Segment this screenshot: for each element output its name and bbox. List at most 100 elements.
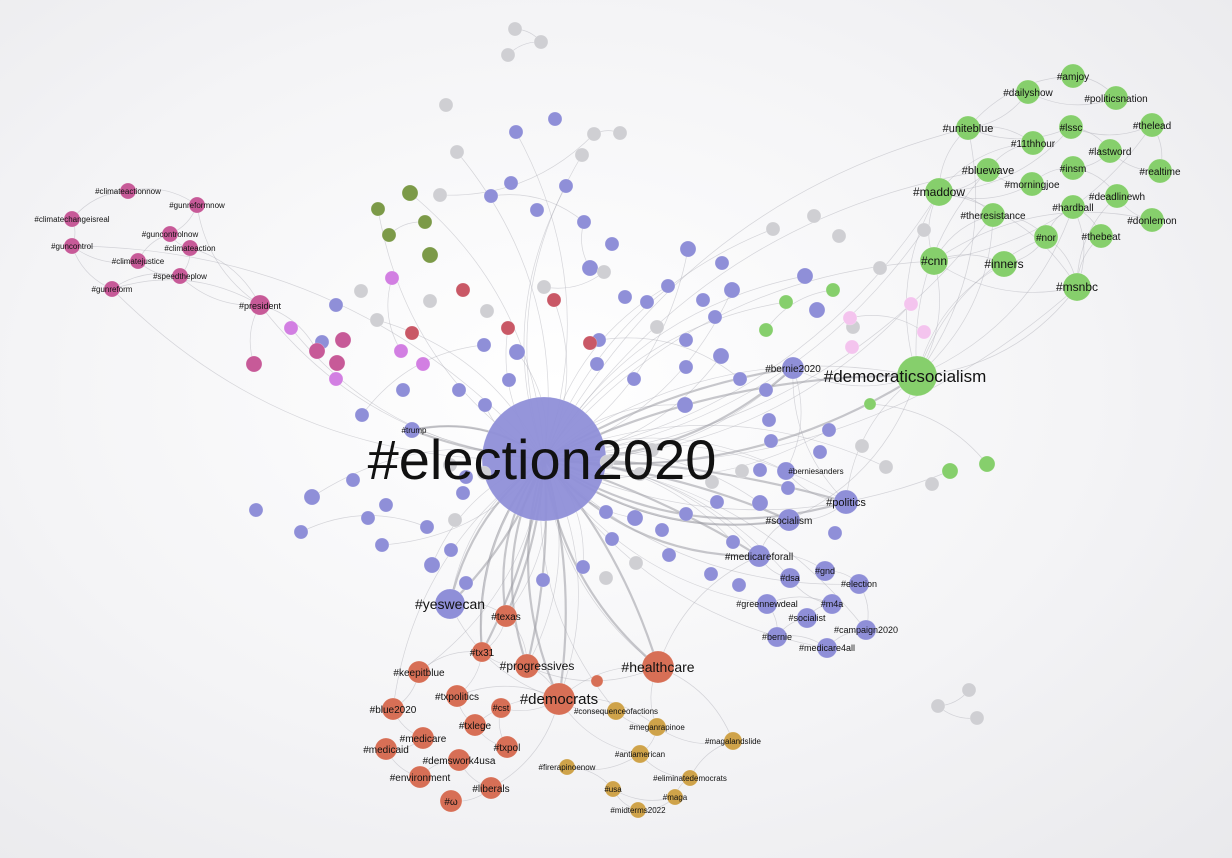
node-g9[interactable] <box>574 147 590 163</box>
node-politics[interactable] <box>833 489 859 515</box>
node-l3[interactable] <box>916 324 932 340</box>
node-g8[interactable] <box>612 125 628 141</box>
node-g18[interactable] <box>806 208 822 224</box>
node-amjoy[interactable] <box>1060 63 1086 89</box>
node-o4[interactable] <box>401 184 419 202</box>
node-g29[interactable] <box>632 466 648 482</box>
node-lssc[interactable] <box>1058 114 1084 140</box>
node-gr4[interactable] <box>863 397 877 411</box>
node-g7[interactable] <box>586 126 602 142</box>
node-usa[interactable] <box>604 780 622 798</box>
node-u19[interactable] <box>808 301 826 319</box>
node-m4a[interactable] <box>821 593 843 615</box>
node-o3[interactable] <box>417 214 433 230</box>
node-dsa[interactable] <box>779 567 801 589</box>
node-g1[interactable] <box>507 21 523 37</box>
node-medicare4all[interactable] <box>816 637 838 659</box>
node-k3[interactable] <box>404 325 420 341</box>
node-midterms2022[interactable] <box>629 801 647 819</box>
node-climatejustice[interactable] <box>129 252 147 270</box>
node-greennewdeal[interactable] <box>756 593 778 615</box>
node-u35[interactable] <box>354 407 370 423</box>
node-demswork4usa[interactable] <box>447 748 471 772</box>
node-m5[interactable] <box>328 371 344 387</box>
node-p2[interactable] <box>308 342 326 360</box>
node-l2[interactable] <box>903 296 919 312</box>
node-u25[interactable] <box>676 396 694 414</box>
node-l4[interactable] <box>844 339 860 355</box>
node-gunreformnow[interactable] <box>188 196 206 214</box>
node-u59[interactable] <box>709 494 725 510</box>
node-g23[interactable] <box>854 438 870 454</box>
node-g31[interactable] <box>476 465 492 481</box>
node-bluewave[interactable] <box>975 157 1001 183</box>
node-u28[interactable] <box>589 356 605 372</box>
node-u14[interactable] <box>695 292 711 308</box>
node-g21[interactable] <box>916 222 932 238</box>
node-election[interactable] <box>848 573 870 595</box>
node-u22[interactable] <box>712 347 730 365</box>
node-g10[interactable] <box>536 279 552 295</box>
node-m2[interactable] <box>283 320 299 336</box>
node-g36[interactable] <box>961 682 977 698</box>
node-u57[interactable] <box>661 547 677 563</box>
node-thebeat[interactable] <box>1088 223 1114 249</box>
node-yeswecan[interactable] <box>434 588 466 620</box>
node-u16[interactable] <box>707 309 723 325</box>
node-u23[interactable] <box>758 382 774 398</box>
node-politicsnation[interactable] <box>1103 85 1129 111</box>
node-u68[interactable] <box>703 566 719 582</box>
node-l1[interactable] <box>842 310 858 326</box>
node-g17[interactable] <box>765 221 781 237</box>
node-g37[interactable] <box>930 698 946 714</box>
node-u62[interactable] <box>761 412 777 428</box>
node-u67[interactable] <box>725 534 741 550</box>
node-progressives[interactable] <box>514 653 540 679</box>
node-u58[interactable] <box>678 506 694 522</box>
node-u32[interactable] <box>451 382 467 398</box>
node-gr2[interactable] <box>778 294 794 310</box>
node-k5[interactable] <box>582 335 598 351</box>
node-medicare[interactable] <box>411 726 435 750</box>
node-u52[interactable] <box>575 559 591 575</box>
node-realtime[interactable] <box>1147 158 1173 184</box>
node-u15[interactable] <box>723 281 741 299</box>
node-g38[interactable] <box>969 710 985 726</box>
node-g6[interactable] <box>432 187 448 203</box>
node-g2[interactable] <box>533 34 549 50</box>
node-u34[interactable] <box>395 382 411 398</box>
node-u5[interactable] <box>558 178 574 194</box>
node-g25[interactable] <box>878 459 894 475</box>
node-maga[interactable] <box>666 788 684 806</box>
node-u45[interactable] <box>419 519 435 535</box>
node-thelead[interactable] <box>1139 112 1165 138</box>
node-medicaid[interactable] <box>374 737 398 761</box>
node-m1[interactable] <box>384 270 400 286</box>
node-u43[interactable] <box>378 497 394 513</box>
node-o1[interactable] <box>370 201 386 217</box>
node-g28[interactable] <box>644 442 660 458</box>
node-u33[interactable] <box>477 397 493 413</box>
node-guncontrolnow[interactable] <box>161 225 179 243</box>
node-msnbc[interactable] <box>1062 272 1092 302</box>
node-u4[interactable] <box>503 175 519 191</box>
node-g14[interactable] <box>353 283 369 299</box>
node-u53[interactable] <box>598 504 614 520</box>
node-g5[interactable] <box>449 144 465 160</box>
node-u27[interactable] <box>678 359 694 375</box>
node-u48[interactable] <box>458 575 474 591</box>
node-blue2020[interactable] <box>381 697 405 721</box>
node-gr3[interactable] <box>758 322 774 338</box>
node-donlemon[interactable] <box>1139 207 1165 233</box>
node-campaign2020[interactable] <box>855 619 877 641</box>
node-eliminatedemocrats[interactable] <box>681 769 699 787</box>
node-u21[interactable] <box>678 332 694 348</box>
node-medicareforall[interactable] <box>747 544 771 568</box>
node-omega[interactable] <box>439 789 463 813</box>
node-gr1[interactable] <box>825 282 841 298</box>
node-txlege[interactable] <box>463 713 487 737</box>
node-cst[interactable] <box>490 697 512 719</box>
node-u1[interactable] <box>508 124 524 140</box>
node-g34[interactable] <box>734 463 750 479</box>
node-g4[interactable] <box>438 97 454 113</box>
